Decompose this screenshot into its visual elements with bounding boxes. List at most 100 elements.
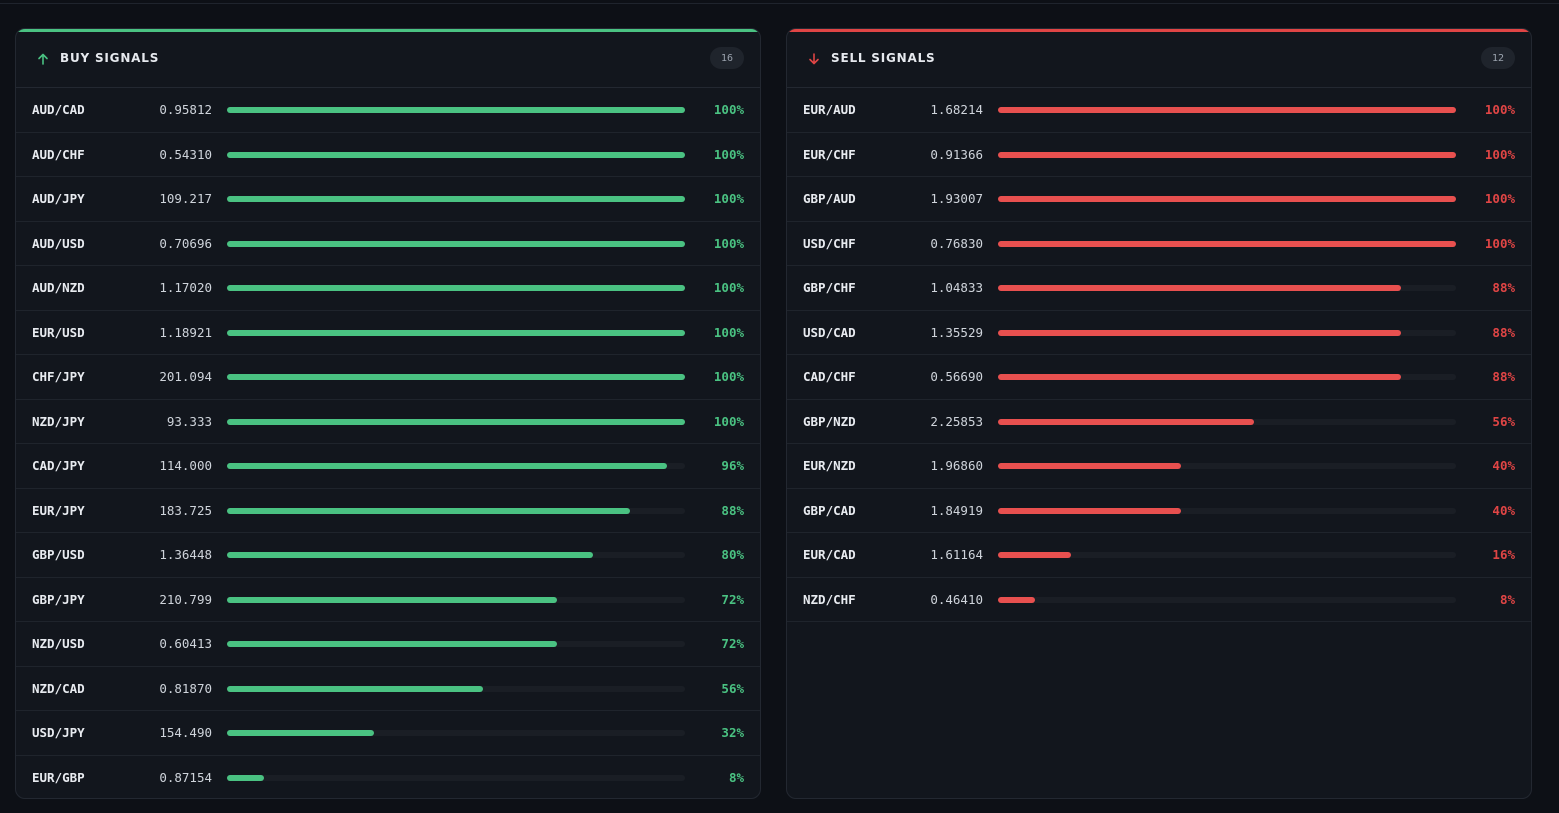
signal-strength-track <box>998 552 1456 558</box>
signal-strength-percent: 72% <box>721 591 744 607</box>
signal-strength-percent: 56% <box>1492 413 1515 429</box>
pair-symbol: EUR/USD <box>32 324 85 340</box>
sell-signal-row[interactable]: USD/CHF 0.76830 100% <box>787 222 1531 266</box>
signal-strength-percent: 100% <box>1484 235 1515 251</box>
buy-signal-row[interactable]: EUR/USD 1.18921 100% <box>16 311 760 355</box>
buy-signal-row[interactable]: AUD/JPY 109.217 100% <box>16 177 760 222</box>
signal-strength-fill <box>998 552 1072 558</box>
signal-strength-fill <box>998 107 1456 113</box>
buy-signal-row[interactable]: AUD/NZD 1.17020 100% <box>16 266 760 311</box>
sell-signal-row[interactable]: GBP/CAD 1.84919 40% <box>787 489 1531 533</box>
pair-price: 1.84919 <box>930 502 983 518</box>
sell-signal-row[interactable]: CAD/CHF 0.56690 88% <box>787 355 1531 400</box>
buy-signal-row[interactable]: EUR/JPY 183.725 88% <box>16 489 760 533</box>
signal-strength-percent: 100% <box>713 324 744 340</box>
sell-signal-row[interactable]: GBP/AUD 1.93007 100% <box>787 177 1531 222</box>
pair-price: 1.04833 <box>930 280 983 295</box>
pair-symbol: EUR/GBP <box>32 769 85 785</box>
buy-count-badge: 16 <box>710 47 744 69</box>
pair-symbol: NZD/CHF <box>803 591 856 607</box>
signal-strength-percent: 100% <box>713 191 744 206</box>
pair-price: 109.217 <box>159 191 212 206</box>
signal-strength-percent: 100% <box>713 146 744 162</box>
signal-strength-fill <box>998 329 1402 336</box>
signal-strength-fill <box>227 374 685 380</box>
pair-price: 1.96860 <box>930 458 983 473</box>
pair-symbol: EUR/CAD <box>803 547 856 562</box>
buy-signal-row[interactable]: AUD/CHF 0.54310 100% <box>16 133 760 177</box>
signal-strength-fill <box>998 463 1182 469</box>
buy-signal-row[interactable]: GBP/USD 1.36448 80% <box>16 533 760 578</box>
signal-strength-percent: 8% <box>1499 591 1515 607</box>
sell-signal-row[interactable]: EUR/CAD 1.61164 16% <box>787 533 1531 578</box>
pair-symbol: USD/CHF <box>803 235 856 251</box>
signal-strength-fill <box>998 196 1456 202</box>
signal-strength-fill <box>227 151 685 158</box>
pair-symbol: EUR/AUD <box>803 102 856 117</box>
buy-signal-row[interactable]: AUD/USD 0.70696 100% <box>16 222 760 266</box>
buy-signal-row[interactable]: CAD/JPY 114.000 96% <box>16 444 760 489</box>
top-divider <box>0 0 1559 4</box>
signal-strength-percent: 80% <box>721 547 744 562</box>
signal-strength-percent: 100% <box>1484 191 1515 206</box>
pair-price: 0.95812 <box>159 102 212 117</box>
pair-price: 0.60413 <box>159 636 212 651</box>
sell-signals-panel: SELL SIGNALS 12 EUR/AUD 1.68214 100% EUR/CH… <box>786 28 1532 799</box>
signal-strength-percent: 40% <box>1492 502 1515 518</box>
pair-symbol: GBP/USD <box>32 547 85 562</box>
signal-strength-track <box>227 730 685 736</box>
signal-strength-fill <box>227 107 685 113</box>
pair-symbol: AUD/JPY <box>32 191 85 206</box>
buy-signal-row[interactable]: NZD/USD 0.60413 72% <box>16 622 760 667</box>
signal-strength-fill <box>227 641 557 647</box>
signal-strength-fill <box>227 329 685 336</box>
sell-signal-row[interactable]: EUR/NZD 1.96860 40% <box>787 444 1531 489</box>
signal-strength-fill <box>998 596 1035 603</box>
signal-strength-percent: 16% <box>1492 547 1515 562</box>
sell-signal-row[interactable]: NZD/CHF 0.46410 8% <box>787 578 1531 622</box>
pair-symbol: AUD/NZD <box>32 280 85 295</box>
sell-signal-row[interactable]: GBP/CHF 1.04833 88% <box>787 266 1531 311</box>
pair-price: 1.61164 <box>930 547 983 562</box>
buy-signal-row[interactable]: NZD/CAD 0.81870 56% <box>16 667 760 711</box>
signal-strength-track <box>227 151 685 158</box>
signal-strength-track <box>227 596 685 603</box>
sell-count-badge: 12 <box>1481 47 1515 69</box>
buy-signals-header: BUY SIGNALS 16 <box>16 29 760 88</box>
signal-strength-track <box>998 329 1456 336</box>
pair-price: 1.35529 <box>930 324 983 340</box>
pair-price: 0.70696 <box>159 235 212 251</box>
buy-signal-row[interactable]: AUD/CAD 0.95812 100% <box>16 88 760 133</box>
sell-signal-row[interactable]: EUR/AUD 1.68214 100% <box>787 88 1531 133</box>
signal-strength-track <box>998 151 1456 158</box>
buy-signal-row[interactable]: GBP/JPY 210.799 72% <box>16 578 760 622</box>
buy-signal-row[interactable]: EUR/GBP 0.87154 8% <box>16 756 760 799</box>
pair-symbol: GBP/JPY <box>32 591 85 607</box>
signal-strength-track <box>227 329 685 336</box>
pair-symbol: AUD/CAD <box>32 102 85 117</box>
signal-strength-percent: 100% <box>713 102 744 117</box>
signal-strength-fill <box>227 463 667 469</box>
buy-signal-row[interactable]: CHF/JPY 201.094 100% <box>16 355 760 400</box>
signal-strength-fill <box>227 196 685 202</box>
signal-strength-percent: 40% <box>1492 458 1515 473</box>
sell-signal-row[interactable]: USD/CAD 1.35529 88% <box>787 311 1531 355</box>
signal-strength-percent: 88% <box>1492 369 1515 384</box>
pair-price: 2.25853 <box>930 413 983 429</box>
buy-signal-row[interactable]: USD/JPY 154.490 32% <box>16 711 760 756</box>
signal-strength-percent: 100% <box>713 235 744 251</box>
signal-strength-track <box>227 285 685 291</box>
pair-symbol: CHF/JPY <box>32 369 85 384</box>
pair-symbol: CAD/CHF <box>803 369 856 384</box>
buy-signal-row[interactable]: NZD/JPY 93.333 100% <box>16 400 760 444</box>
signal-strength-track <box>227 374 685 380</box>
signal-strength-track <box>998 107 1456 113</box>
buy-signals-panel: BUY SIGNALS 16 AUD/CAD 0.95812 100% AUD/CHF… <box>15 28 761 799</box>
sell-signal-row[interactable]: GBP/NZD 2.25853 56% <box>787 400 1531 444</box>
pair-symbol: GBP/NZD <box>803 413 856 429</box>
signal-strength-percent: 100% <box>713 369 744 384</box>
sell-signal-row[interactable]: EUR/CHF 0.91366 100% <box>787 133 1531 177</box>
signal-strength-percent: 88% <box>721 502 744 518</box>
pair-symbol: CAD/JPY <box>32 458 85 473</box>
pair-price: 0.87154 <box>159 769 212 785</box>
